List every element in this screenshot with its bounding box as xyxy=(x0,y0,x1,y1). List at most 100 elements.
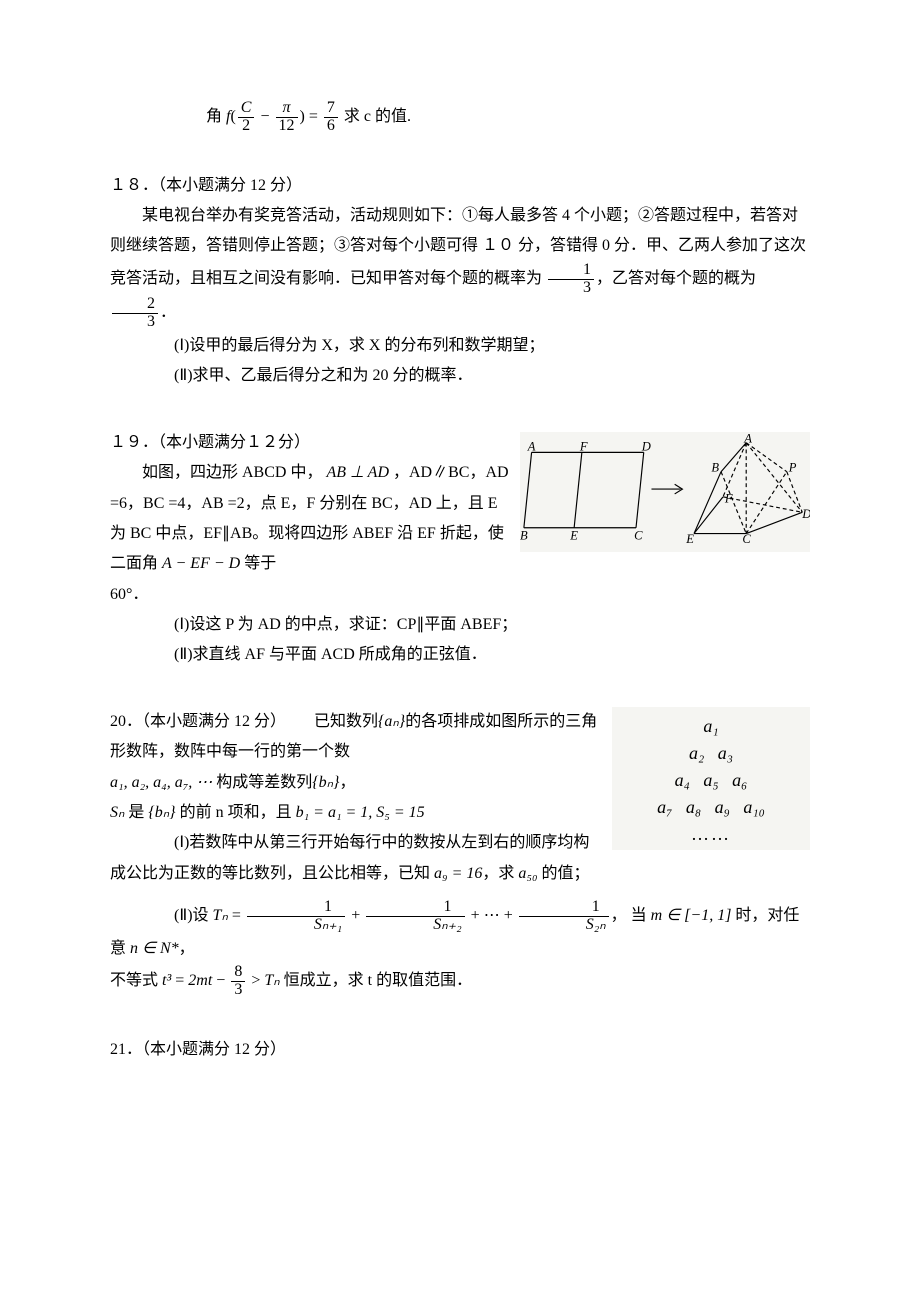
q20-p1-b: ，求 xyxy=(482,865,518,882)
q20-t2: 1Sₙ₊₂ xyxy=(366,899,464,934)
q20-intro-a: 已知数列 xyxy=(314,713,378,730)
q20-t1n: 1 xyxy=(247,899,345,917)
q20-Tn: Tₙ xyxy=(213,907,228,924)
q20-dots: + ⋯ + xyxy=(467,907,517,924)
q20-Sn-c: {bₙ} xyxy=(148,804,175,821)
q19-angle: 60° xyxy=(110,586,132,603)
q20-p2-d: ， xyxy=(179,940,195,957)
q20-firsts: a₁, a₂, a₄, a₇, ⋯ xyxy=(110,774,212,791)
q19-angle-line: 60°． xyxy=(110,580,810,610)
q18-p1d: 3 xyxy=(548,280,594,297)
q20-a50: a₅₀ xyxy=(518,865,537,882)
tri-a7: a₇ xyxy=(657,797,672,817)
seg-BE-r xyxy=(694,471,721,533)
lbl-A-r: A xyxy=(743,432,752,446)
tri-row-2: a₂ a₃ xyxy=(616,740,806,767)
q20-8d: 3 xyxy=(231,982,245,999)
q20-Sn: Sₙ xyxy=(110,804,124,821)
q19-part2: (Ⅱ)求直线 AF 与平面 ACD 所成角的正弦值． xyxy=(110,640,810,670)
q20-t2n: 1 xyxy=(366,899,464,917)
tri-row-1: a₁ xyxy=(616,713,806,740)
seg-AB-r xyxy=(721,442,746,471)
q19-c: 等于 xyxy=(244,555,276,572)
tri-a1: a₁ xyxy=(703,716,718,736)
tri-a3: a₃ xyxy=(718,743,733,763)
q20-TnR: Tₙ xyxy=(264,972,279,989)
q20-Sn-b: 是 xyxy=(124,804,148,821)
q19-angle-suffix: ． xyxy=(132,586,148,603)
tri-a10: a₁₀ xyxy=(743,797,765,817)
seg-AF-r xyxy=(723,442,746,496)
q21-heading: 21．（本小题满分 12 分） xyxy=(110,1035,810,1065)
q20-p2-b: ， 当 xyxy=(611,907,651,924)
tri-a2: a₂ xyxy=(689,743,704,763)
tri-a5: a₅ xyxy=(703,770,718,790)
q20-a9: a₉ = 16 xyxy=(434,865,482,882)
lbl-E: E xyxy=(569,528,578,542)
q20-t1: 1Sₙ₊₁ xyxy=(247,899,345,934)
q20-p1-c: 的值； xyxy=(538,865,590,882)
q20-minus: − xyxy=(212,972,229,989)
q17-arg-a: C2 xyxy=(238,100,255,135)
lbl-C-r: C xyxy=(742,532,751,546)
q17-arg-b-num: π xyxy=(282,99,290,116)
q19-part1: (Ⅰ)设这 P 为 AD 的中点，求证：CP∥平面 ABEF； xyxy=(110,610,810,640)
q20-t3n: 1 xyxy=(519,899,609,917)
tri-a6: a₆ xyxy=(732,770,747,790)
q17-arg-a-den: 2 xyxy=(238,118,255,135)
q18-p2n: 2 xyxy=(112,296,158,314)
q18-end: ． xyxy=(160,304,176,321)
q17-arg-b-den: 12 xyxy=(276,118,298,135)
q17-arg-b: π 12 xyxy=(276,100,298,135)
q20-an: {aₙ} xyxy=(378,713,405,730)
seg-FE xyxy=(574,452,582,527)
q20-t3f: 1S₂ₙ xyxy=(519,899,609,934)
q20-gt: > xyxy=(247,972,264,989)
lbl-F: F xyxy=(579,439,588,453)
q20: a₁ a₂ a₃ a₄ a₅ a₆ a₇ a₈ a₉ a₁₀ …… 20．（本小… xyxy=(110,707,810,999)
tri-a9: a₉ xyxy=(715,797,730,817)
q18-prob2: 23 xyxy=(112,296,158,331)
q18-prob1: 13 xyxy=(548,262,594,297)
q17-suffix: 求 c 的值. xyxy=(340,108,411,125)
seg-EF-r xyxy=(694,497,723,534)
q19-a: 如图，四边形 ABCD 中， xyxy=(142,464,322,481)
lbl-A: A xyxy=(527,439,536,453)
q18-p1n: 1 xyxy=(548,262,594,280)
q20-Sn-d: 的前 n 项和，且 xyxy=(176,804,296,821)
q20-plus1: + xyxy=(347,907,364,924)
q18-mid: ，乙答对每个题的概为 xyxy=(596,270,756,287)
q20-bn: {bₙ} xyxy=(312,774,339,791)
q18-part2: (Ⅱ)求甲、乙最后得分之和为 20 分的概率． xyxy=(110,361,810,391)
q17-tail: 角 f(C2 − π12) = 76 求 c 的值. xyxy=(110,100,810,135)
seg-CD-r xyxy=(746,512,802,533)
lbl-D-r: D xyxy=(801,507,810,521)
q20-intro-c: 构成等差数列 xyxy=(212,774,312,791)
q17-rhs-den: 6 xyxy=(324,118,338,135)
seg-AD-r xyxy=(746,442,802,512)
seg-PD-r xyxy=(787,471,802,512)
q17-rhs: 76 xyxy=(324,100,338,135)
q20-part2-line2: 不等式 t³ = 2mt − 83 > Tₙ 恒成立，求 t 的取值范围． xyxy=(110,964,810,999)
lbl-F-r: F xyxy=(724,491,733,505)
q20-triangle: a₁ a₂ a₃ a₄ a₅ a₆ a₇ a₈ a₉ a₁₀ …… xyxy=(612,707,810,850)
seg-AP-r xyxy=(746,442,787,471)
q18: １８．（本小题满分 12 分） 某电视台举办有奖竞答活动，活动规则如下：①每人最… xyxy=(110,171,810,392)
q20-init: b₁ = a₁ = 1, S₅ = 15 xyxy=(296,804,425,821)
q20-nN: n ∈ N* xyxy=(130,940,179,957)
q20-intro-d: ， xyxy=(339,774,355,791)
lbl-E-r: E xyxy=(685,532,694,546)
q17-minus: − xyxy=(256,108,273,125)
q20-m: m ∈ [−1, 1] xyxy=(651,907,732,924)
tri-row-4: a₇ a₈ a₉ a₁₀ xyxy=(616,794,806,821)
tri-a8: a₈ xyxy=(686,797,701,817)
q17-prefix: 角 xyxy=(206,108,226,125)
q20-t1d: Sₙ₊₁ xyxy=(314,916,342,933)
lbl-P-r: P xyxy=(788,460,797,474)
open-paren: ( xyxy=(230,108,235,125)
q18-heading: １８．（本小题满分 12 分） xyxy=(110,171,810,201)
q20-ineq-a: 不等式 xyxy=(110,972,162,989)
q20-heading: 20．（本小题满分 12 分） xyxy=(110,713,286,730)
seg-AB xyxy=(524,452,532,527)
q20-t3d: S₂ₙ xyxy=(586,916,606,933)
